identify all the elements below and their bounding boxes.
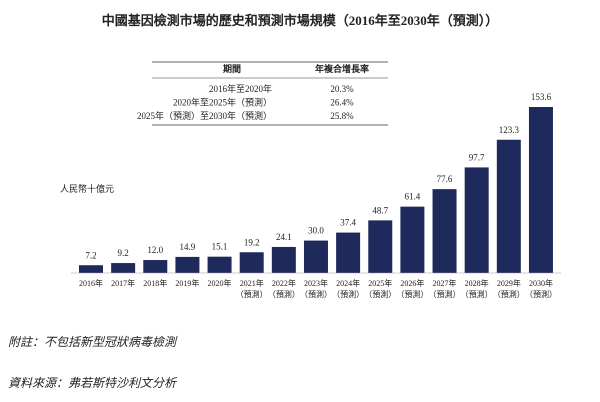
x-tick-label: 2027年 （預測） (428, 279, 461, 299)
bar (528, 107, 553, 273)
unit-label: 人民幣十億元 (60, 183, 114, 194)
x-tick-label: 2019年 (175, 279, 200, 288)
bar (432, 189, 457, 273)
value-label: 14.9 (180, 242, 196, 252)
x-tick-label: 2022年 （預測） (267, 279, 300, 299)
x-tick-label: 2024年 （預測） (332, 279, 365, 299)
footnote: 附註：不包括新型冠狀病毒檢測 (8, 335, 177, 349)
value-label: 19.2 (244, 237, 260, 247)
value-label: 48.7 (372, 205, 388, 215)
table-cell: 20.3% (330, 84, 354, 94)
bar (239, 252, 264, 273)
table-cell: 26.4% (330, 98, 354, 108)
table-cell: 2020年至2025年（預測） (173, 97, 272, 108)
value-label: 61.4 (405, 192, 421, 202)
x-tick-label: 2018年 (143, 279, 168, 288)
value-label: 37.4 (340, 218, 356, 228)
value-label: 153.6 (531, 92, 552, 102)
x-tick-label: 2020年 (207, 279, 232, 288)
bar (207, 256, 232, 273)
bar (143, 260, 168, 273)
x-tick-label: 2016年 (79, 279, 103, 288)
value-label: 24.1 (276, 232, 292, 242)
bar (368, 220, 393, 273)
x-tick-label: 2029年 （預測） (492, 279, 525, 299)
x-tick-label: 2025年 （預測） (364, 279, 397, 299)
bar (79, 265, 103, 273)
value-label: 7.2 (85, 250, 96, 260)
value-label: 12.0 (147, 245, 163, 255)
bar (303, 240, 328, 273)
value-label: 30.0 (308, 226, 324, 236)
bar (175, 256, 200, 273)
bar (464, 167, 489, 273)
x-tick-label: 2028年 （預測） (460, 279, 493, 299)
bar (336, 232, 361, 273)
bar (111, 263, 136, 273)
x-tick-label: 2023年 （預測） (299, 279, 332, 299)
value-label: 123.3 (499, 125, 520, 135)
table-header: 年複合增長率 (315, 63, 369, 74)
table-cell: 2016年至2020年 (209, 83, 272, 94)
bar (400, 206, 425, 273)
footnote: 資料來源：弗若斯特沙利文分析 (8, 376, 177, 390)
value-label: 77.6 (437, 174, 453, 184)
value-label: 9.2 (118, 248, 129, 258)
table-header: 期間 (223, 63, 241, 74)
x-tick-label: 2021年 （預測） (235, 279, 268, 299)
x-tick-label: 2017年 (111, 279, 136, 288)
x-tick-label: 2026年 （預測） (396, 279, 429, 299)
table-cell: 2025年（預測）至2030年（預測） (137, 110, 272, 121)
bar (496, 139, 521, 273)
x-tick-label: 2030年 （預測） (524, 279, 557, 299)
value-label: 15.1 (212, 242, 228, 252)
chart-title: 中國基因檢測市場的歷史和預測市場規模（2016年至2030年（預測）） (102, 13, 499, 28)
table-cell: 25.8% (330, 111, 354, 121)
value-label: 97.7 (469, 152, 485, 162)
bar (271, 246, 296, 273)
